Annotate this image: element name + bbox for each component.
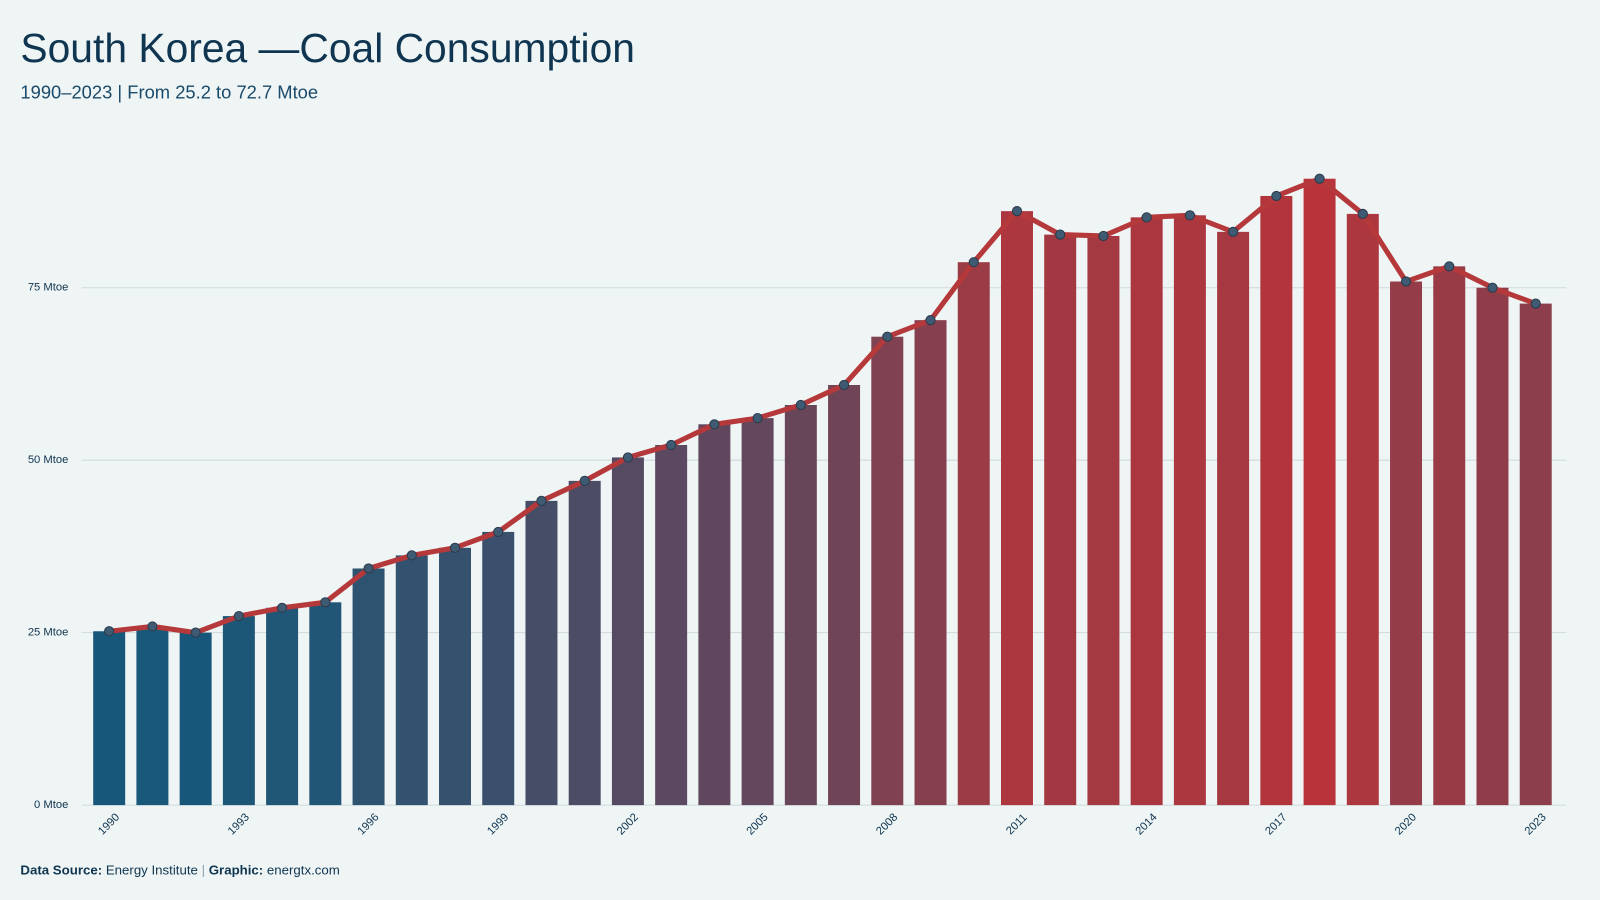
graphic-label: Graphic: [209, 862, 263, 877]
marker [190, 627, 201, 638]
bar [698, 424, 731, 806]
marker [449, 542, 461, 553]
y-tick-label: 0 Mtoe [34, 799, 68, 811]
bar [1519, 303, 1552, 806]
marker [709, 419, 720, 430]
bar [1346, 213, 1379, 806]
separator: | [202, 862, 205, 877]
bar [1000, 211, 1033, 806]
bar [1433, 266, 1466, 806]
bar [1476, 287, 1509, 806]
bar [439, 547, 472, 806]
marker [1011, 206, 1023, 217]
bar [222, 616, 255, 806]
bar [828, 384, 861, 806]
bar [871, 336, 904, 806]
marker [579, 475, 590, 486]
y-tick-label: 50 Mtoe [28, 454, 69, 466]
marker [1487, 282, 1498, 293]
marker [233, 610, 244, 622]
marker [622, 452, 634, 463]
bar [784, 404, 817, 806]
marker [882, 331, 893, 342]
marker [320, 597, 331, 608]
trend-line [108, 176, 1537, 636]
marker [1228, 226, 1239, 237]
bar [957, 262, 990, 806]
bar [1260, 195, 1293, 806]
graphic: energtx.com [267, 862, 340, 877]
marker [276, 602, 288, 613]
bar [1173, 215, 1206, 806]
marker [795, 399, 806, 411]
marker [752, 413, 763, 424]
marker [147, 621, 158, 632]
bar [1217, 231, 1250, 806]
bar [1130, 217, 1163, 806]
marker [536, 495, 547, 506]
y-tick-label: 25 Mtoe [28, 627, 69, 639]
marker [1530, 298, 1541, 309]
chart-subtitle: 1990–2023 | From 25.2 to 72.7 Mtoe [20, 82, 318, 103]
marker [406, 550, 417, 561]
marker [838, 379, 850, 391]
marker [666, 439, 677, 451]
source: Energy Institute [106, 862, 198, 877]
marker [925, 315, 936, 326]
marker [363, 563, 374, 574]
bar [741, 418, 774, 806]
marker [1184, 210, 1195, 221]
bar [395, 555, 428, 806]
marker [1141, 212, 1152, 223]
bar [179, 632, 212, 806]
source-label: Data Source: [20, 862, 102, 877]
bar [266, 607, 299, 806]
chart-title: South Korea —Coal Consumption [20, 25, 635, 71]
bar [611, 457, 644, 806]
marker [1400, 276, 1412, 287]
bar [568, 480, 601, 806]
footer: Data Source: Energy Institute | Graphic:… [20, 862, 339, 877]
marker [104, 626, 115, 637]
bar [1390, 281, 1423, 806]
marker [1314, 173, 1325, 184]
marker [493, 526, 504, 538]
marker [968, 257, 979, 268]
y-tick-label: 75 Mtoe [28, 282, 69, 294]
bar [1044, 234, 1077, 806]
bar [93, 631, 126, 806]
marker [1055, 229, 1066, 240]
marker [1098, 230, 1109, 242]
bar [482, 531, 515, 806]
bar [655, 445, 688, 806]
bar [525, 500, 558, 806]
bar [309, 602, 342, 806]
marker [1444, 261, 1455, 272]
marker [1357, 208, 1368, 220]
marker [1271, 190, 1282, 202]
bar [136, 626, 169, 806]
bar [1087, 235, 1120, 806]
bar [1303, 178, 1336, 806]
bar [352, 568, 385, 806]
bar [914, 320, 947, 806]
